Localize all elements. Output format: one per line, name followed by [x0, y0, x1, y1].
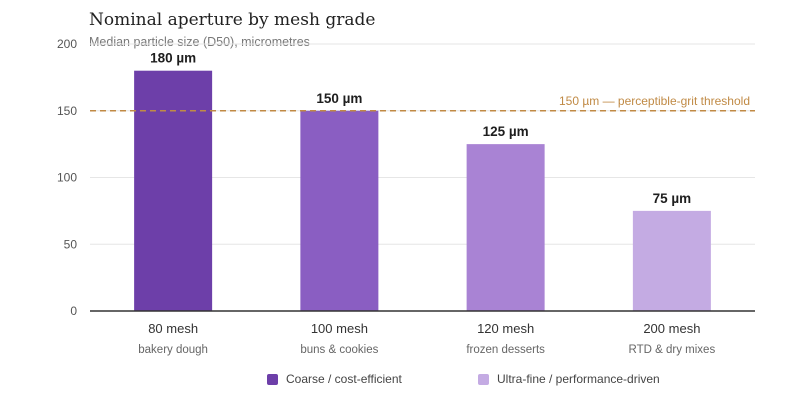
- chart-title: Nominal aperture by mesh grade: [89, 10, 376, 30]
- x-tick-label-0: 80 mesh: [148, 321, 198, 336]
- bar-2: [466, 144, 545, 311]
- data-label-3: 75 µm: [653, 191, 692, 206]
- y-tick-label-50: 50: [64, 237, 78, 251]
- legend-label-coarse: Coarse / cost-efficient: [286, 372, 402, 386]
- chart-subtitle: Median particle size (D50), micrometres: [89, 35, 310, 49]
- legend: Coarse / cost-efficient Ultra-fine / per…: [0, 372, 800, 392]
- x-tick-label-2: 120 mesh: [477, 321, 534, 336]
- legend-item-ultrafine: Ultra-fine / performance-driven: [478, 372, 660, 386]
- y-tick-label-200: 200: [57, 37, 77, 51]
- bar-3: [632, 210, 711, 311]
- data-label-1: 150 µm: [316, 91, 362, 106]
- x-tick-sublabel-0: bakery dough: [138, 344, 208, 356]
- legend-swatch-ultrafine: [478, 373, 489, 385]
- bar-0: [134, 70, 213, 311]
- data-label-0: 180 µm: [150, 51, 196, 66]
- x-tick-sublabel-1: buns & cookies: [300, 344, 378, 356]
- reference-line-label: 150 µm — perceptible-grit threshold: [559, 94, 750, 108]
- y-tick-label-150: 150: [57, 104, 77, 118]
- legend-label-ultrafine: Ultra-fine / performance-driven: [497, 372, 660, 386]
- x-tick-sublabel-3: RTD & dry mixes: [629, 344, 716, 356]
- data-label-2: 125 µm: [483, 124, 529, 139]
- x-tick-label-3: 200 mesh: [643, 321, 700, 336]
- x-tick-sublabel-2: frozen desserts: [466, 344, 545, 356]
- legend-swatch-coarse: [267, 373, 278, 385]
- legend-item-coarse: Coarse / cost-efficient: [267, 372, 402, 386]
- y-tick-label-0: 0: [70, 304, 77, 318]
- bar-1: [300, 110, 379, 311]
- y-tick-label-100: 100: [57, 171, 77, 185]
- x-tick-label-1: 100 mesh: [311, 321, 368, 336]
